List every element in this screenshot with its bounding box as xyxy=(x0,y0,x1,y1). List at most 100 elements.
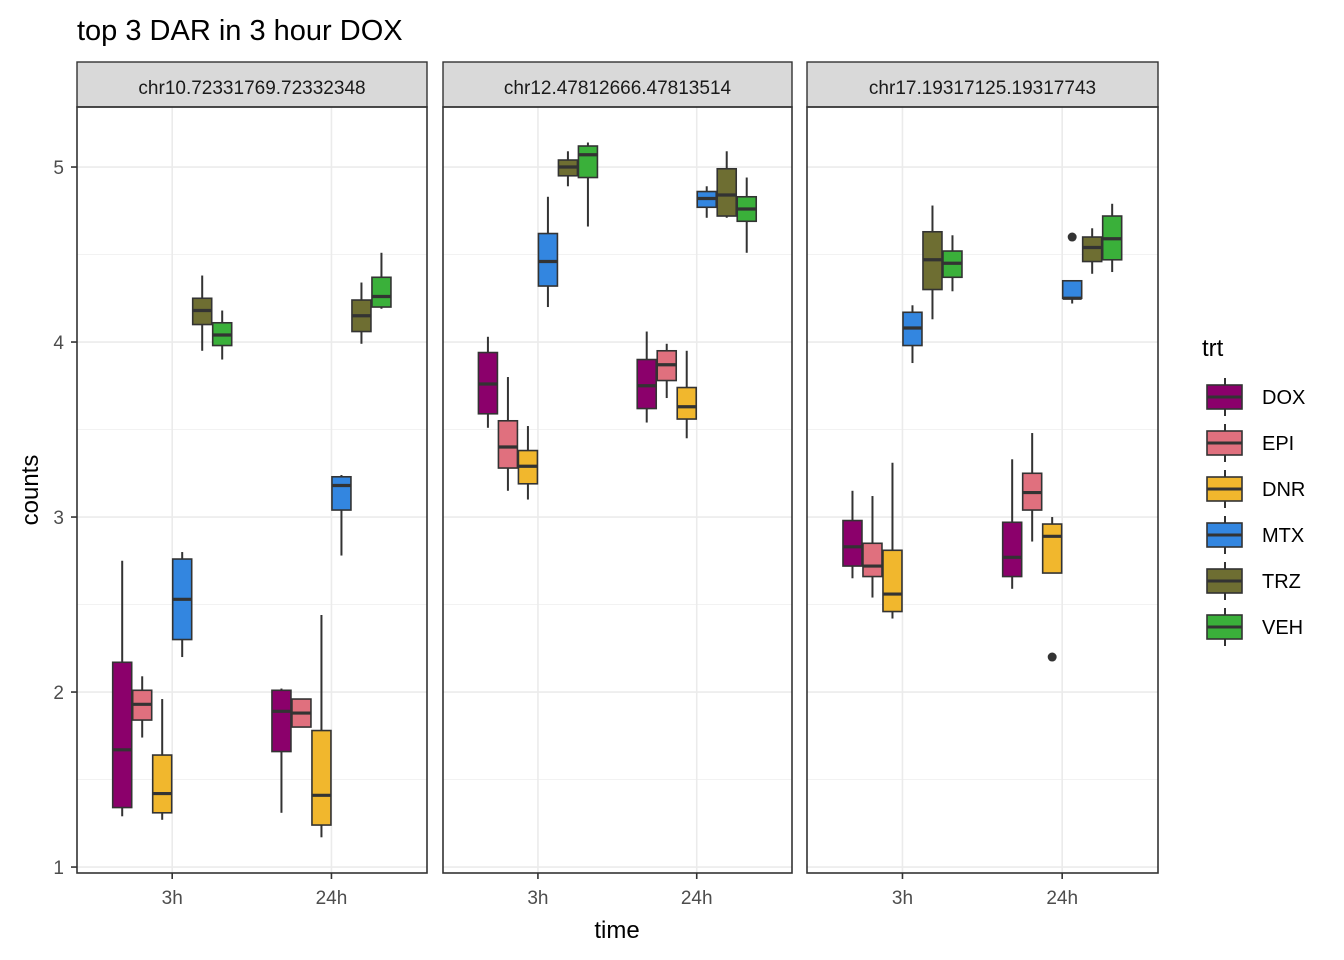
panel-border xyxy=(806,106,1159,874)
box-dox-24h xyxy=(1001,459,1023,589)
x-axis-title: time xyxy=(594,917,639,944)
box-body xyxy=(1001,521,1023,578)
box-epi-3h xyxy=(131,676,153,738)
panel-border xyxy=(76,106,428,874)
box-body xyxy=(1061,279,1083,300)
legend-label: DOX xyxy=(1262,387,1305,409)
y-axis: 1 2 3 4 5 xyxy=(53,158,77,879)
x-tick-label: 24h xyxy=(1046,888,1078,909)
box-body xyxy=(636,358,658,410)
box-veh-3h xyxy=(211,310,233,360)
box-trz-24h xyxy=(1081,228,1103,274)
box-trz-3h xyxy=(191,275,213,351)
legend-item-mtx: MTX xyxy=(1206,516,1304,554)
chart-title: top 3 DAR in 3 hour DOX xyxy=(77,15,403,47)
y-tick-label: 4 xyxy=(53,333,64,354)
box-body xyxy=(1041,523,1063,574)
panel-background xyxy=(807,107,1158,873)
y-tick-label: 3 xyxy=(53,508,64,529)
legend-label: VEH xyxy=(1262,617,1303,639)
box-mtx-24h xyxy=(331,475,352,556)
outlier-point xyxy=(1067,232,1077,242)
box-dox-3h xyxy=(477,336,499,428)
box-body xyxy=(716,167,738,217)
box-veh-3h xyxy=(577,142,599,227)
box-dnr-24h xyxy=(1041,517,1063,662)
box-dox-24h xyxy=(271,688,292,813)
box-body xyxy=(537,232,559,287)
y-tick-label: 1 xyxy=(53,858,64,879)
y-tick-label: 5 xyxy=(53,158,64,179)
box-veh-24h xyxy=(371,252,392,309)
box-dnr-3h xyxy=(151,699,173,820)
box-body xyxy=(862,542,883,578)
facet-strip-label: chr17.19317125.19317743 xyxy=(869,78,1096,99)
x-tick-label: 24h xyxy=(316,888,348,909)
legend-label: TRZ xyxy=(1262,571,1301,593)
facet-strip-label: chr12.47812666.47813514 xyxy=(504,78,732,99)
y-axis-title: counts xyxy=(17,455,44,526)
box-dox-3h xyxy=(111,560,133,817)
legend-item-dnr: DNR xyxy=(1206,470,1305,508)
box-mtx-3h xyxy=(171,552,193,658)
legend-item-trz: TRZ xyxy=(1206,562,1301,600)
box-epi-24h xyxy=(656,343,678,399)
box-body xyxy=(577,145,599,179)
box-mtx-3h xyxy=(537,196,559,308)
x-tick-label: 3h xyxy=(892,888,913,909)
panel-background xyxy=(443,107,792,873)
box-trz-3h xyxy=(557,151,579,187)
box-dnr-3h xyxy=(882,462,903,619)
box-mtx-3h xyxy=(902,305,923,364)
box-dox-3h xyxy=(842,490,863,579)
y-tick-label: 2 xyxy=(53,683,64,704)
box-body xyxy=(271,689,292,753)
legend-item-veh: VEH xyxy=(1206,608,1303,646)
box-body xyxy=(842,519,863,567)
facet-strip-label: chr10.72331769.72332348 xyxy=(138,78,365,99)
outlier-point xyxy=(1047,652,1057,662)
box-dnr-24h xyxy=(676,350,698,439)
box-body xyxy=(1081,236,1103,263)
box-veh-24h xyxy=(736,177,758,253)
x-tick-label: 3h xyxy=(162,888,183,909)
box-body xyxy=(111,661,133,809)
panel-border xyxy=(442,106,793,874)
legend-label: EPI xyxy=(1262,433,1294,455)
box-epi-24h xyxy=(1021,433,1043,542)
facet-panel: chr10.72331769.72332348 3h 24h xyxy=(76,61,428,909)
box-body xyxy=(151,754,173,814)
box-body xyxy=(331,475,352,511)
legend: trt DOX EPI DNR MTX TRZ VEH xyxy=(1202,335,1305,646)
box-dnr-24h xyxy=(311,615,332,838)
facet-panel: chr12.47812666.47813514 3h 24h xyxy=(442,61,793,909)
box-veh-3h xyxy=(942,235,963,292)
box-mtx-24h xyxy=(696,186,718,218)
box-epi-24h xyxy=(291,698,312,728)
box-dox-24h xyxy=(636,331,658,423)
box-dnr-3h xyxy=(517,426,539,500)
box-trz-24h xyxy=(351,282,372,344)
facet-strip xyxy=(76,61,428,108)
box-epi-3h xyxy=(862,496,883,598)
facet-panel: chr17.19317125.19317743 3h 24h xyxy=(806,61,1159,909)
legend-item-epi: EPI xyxy=(1206,424,1294,462)
x-tick-label: 3h xyxy=(527,888,548,909)
legend-label: DNR xyxy=(1262,479,1305,501)
box-body xyxy=(497,419,519,469)
x-tick-label: 24h xyxy=(681,888,713,909)
box-body xyxy=(676,386,698,420)
legend-item-dox: DOX xyxy=(1206,378,1305,416)
legend-title: trt xyxy=(1202,335,1224,362)
box-trz-24h xyxy=(716,151,738,218)
panel-background xyxy=(77,107,427,873)
box-body xyxy=(311,729,332,826)
box-body xyxy=(371,276,392,308)
facet-strip xyxy=(806,61,1159,108)
legend-label: MTX xyxy=(1262,525,1304,547)
box-epi-3h xyxy=(497,377,519,491)
box-trz-3h xyxy=(922,205,943,320)
facet-strip xyxy=(442,61,793,108)
